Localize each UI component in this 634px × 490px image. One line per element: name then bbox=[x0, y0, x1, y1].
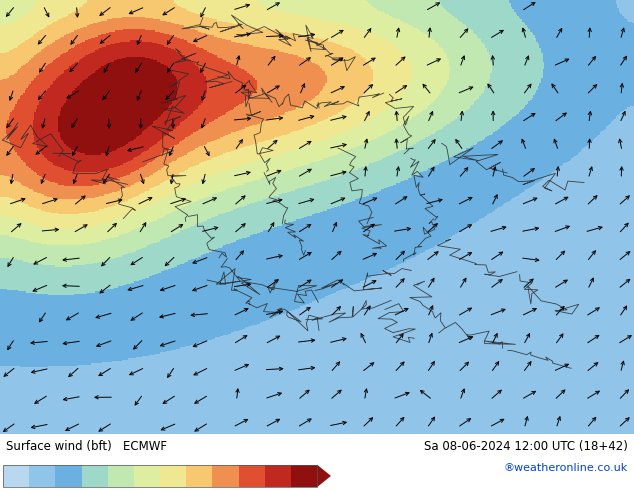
Bar bbox=[82, 465, 108, 487]
Text: Surface wind (bft)   ECMWF: Surface wind (bft) ECMWF bbox=[6, 441, 167, 453]
Bar bbox=[291, 465, 317, 487]
Bar bbox=[3, 465, 317, 487]
Bar bbox=[186, 465, 212, 487]
Bar bbox=[3, 465, 29, 487]
Bar bbox=[134, 465, 160, 487]
Bar bbox=[265, 465, 291, 487]
Polygon shape bbox=[317, 465, 331, 487]
Bar bbox=[108, 465, 134, 487]
Text: ®weatheronline.co.uk: ®weatheronline.co.uk bbox=[503, 463, 628, 473]
Bar bbox=[212, 465, 238, 487]
Bar bbox=[29, 465, 56, 487]
Bar bbox=[238, 465, 265, 487]
Text: Sa 08-06-2024 12:00 UTC (18+42): Sa 08-06-2024 12:00 UTC (18+42) bbox=[424, 441, 628, 453]
Bar bbox=[56, 465, 82, 487]
Bar bbox=[160, 465, 186, 487]
